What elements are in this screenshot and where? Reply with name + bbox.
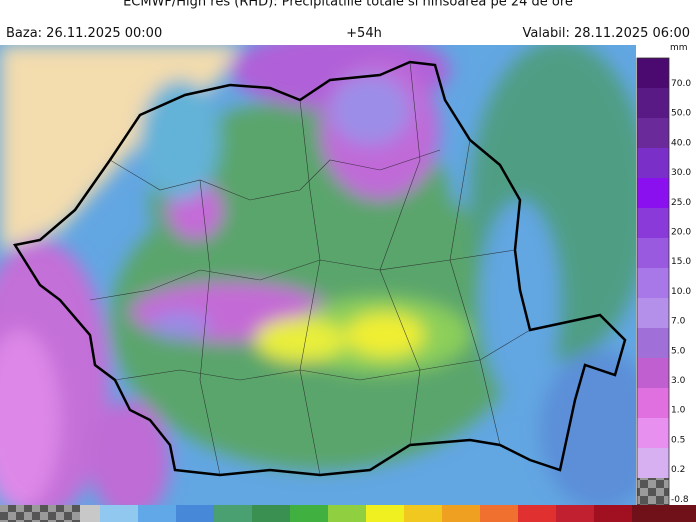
legend-label: 7.0 xyxy=(671,317,686,327)
bottom-color-bar xyxy=(0,505,696,522)
legend-label: 10.0 xyxy=(671,287,691,297)
legend-label: 0.5 xyxy=(671,435,685,445)
title: ECMWF/High res (RHD): Precipitatiile tot… xyxy=(123,0,573,10)
base-time: Baza: 26.11.2025 00:00 xyxy=(6,26,162,41)
legend-label: 0.2 xyxy=(671,465,685,475)
legend-label: 3.0 xyxy=(671,376,686,386)
legend-scale xyxy=(636,57,670,506)
legend-label: 50.0 xyxy=(671,109,691,119)
country-border xyxy=(12,60,627,477)
legend-label: 20.0 xyxy=(671,228,691,238)
legend-unit: mm xyxy=(670,43,688,53)
legend-labels: mm 70.0 50.0 40.0 30.0 25.0 20.0 15.0 10.0 7.0 5.… xyxy=(670,43,691,505)
legend-label: 30.0 xyxy=(671,168,691,178)
valid-time: Valabil: 28.11.2025 06:00 xyxy=(523,26,690,41)
county-borders xyxy=(89,61,531,476)
legend-label: 25.0 xyxy=(671,198,691,208)
legend-label: 5.0 xyxy=(671,346,686,356)
legend-label: 70.0 xyxy=(671,79,691,89)
legend-label: 1.0 xyxy=(671,406,686,416)
precipitation-field xyxy=(0,45,636,505)
forecast-step: +54h xyxy=(346,26,382,41)
legend-label: 15.0 xyxy=(671,257,691,267)
legend-label: -0.8 xyxy=(671,495,689,505)
legend-label: 40.0 xyxy=(671,138,691,148)
